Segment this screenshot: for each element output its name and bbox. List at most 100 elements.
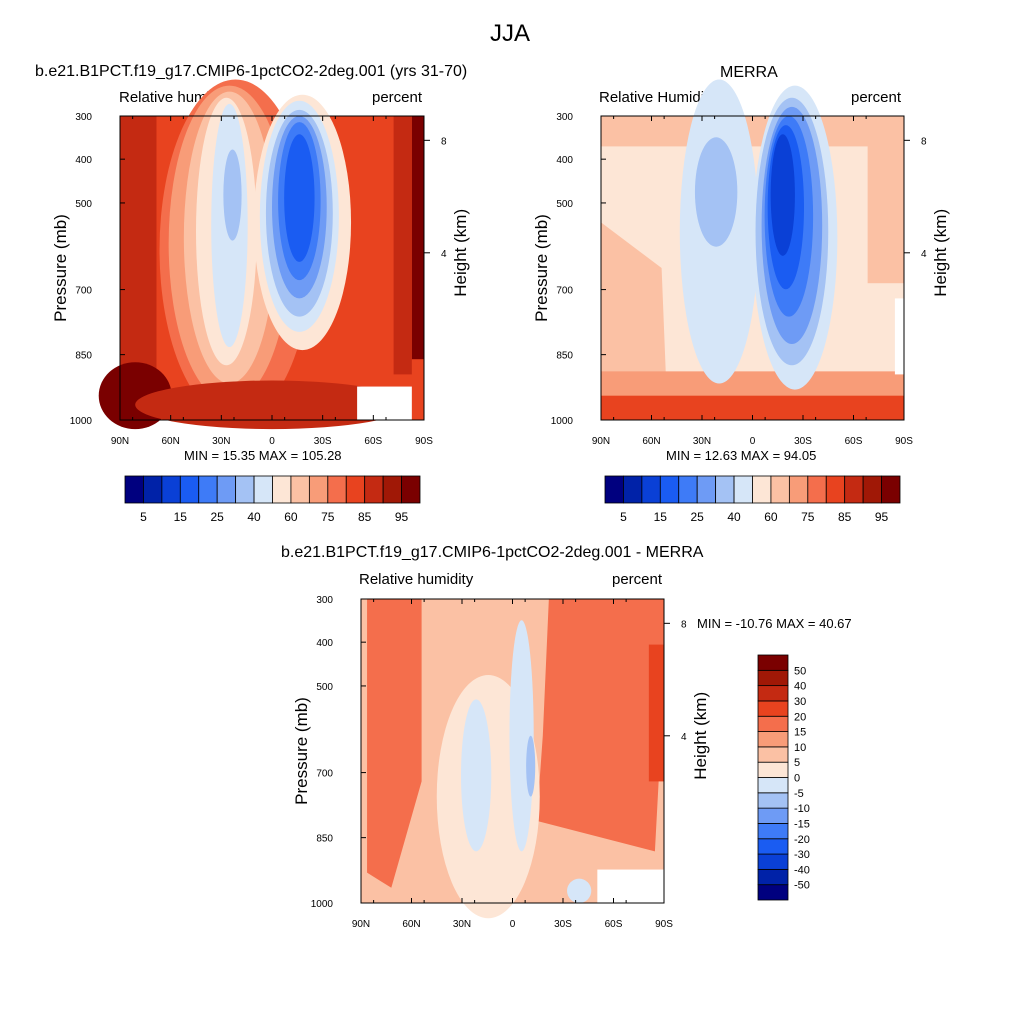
panel3-colorbar-swatch: [757, 761, 789, 778]
panel3-colorbar-swatch: [757, 838, 789, 855]
panel1-x-tick-label: 60N: [161, 436, 179, 447]
field-surface-band: [135, 380, 409, 430]
panel1-colorbar-label: 25: [211, 510, 225, 524]
panel1-colorbar-swatch: [272, 475, 292, 504]
panel3-y-axis-label: Pressure (mb): [292, 697, 311, 805]
panel3-colorbar-label: 5: [794, 757, 800, 769]
panel1-colorbar-swatch: [235, 475, 255, 504]
field-south-edge-max: [411, 116, 424, 360]
field-south-band: [393, 116, 412, 375]
panel2-contour-field: [601, 79, 904, 420]
panel3-x-tick-label: 90S: [655, 919, 673, 930]
field-tropic-negative-2: [509, 620, 534, 852]
panel3-height-tick-label: 4: [681, 732, 687, 743]
field-missing-terrain: [357, 386, 412, 420]
panel2-colorbar-swatch: [641, 475, 661, 504]
panel1-colorbar-swatch: [161, 475, 181, 504]
panel2-y-tick-label: 300: [556, 112, 573, 123]
panel3-colorbar-label: 30: [794, 696, 806, 708]
panel2-colorbar-label: 25: [691, 510, 705, 524]
panel1-colorbar-swatch: [382, 475, 402, 504]
panel1-colorbar-swatch: [198, 475, 218, 504]
panel3-y-tick-label: 700: [316, 769, 333, 780]
panel2-y-tick-label: 1000: [551, 416, 574, 427]
panel3-colorbar-label: -40: [794, 864, 810, 876]
panel2-colorbar-swatch: [770, 475, 790, 504]
panel3-colorbar-label: -50: [794, 880, 810, 892]
panel2-x-tick-label: 90N: [592, 436, 610, 447]
field-north-lower: [601, 222, 668, 420]
panel1-colorbar-label: 5: [140, 510, 147, 524]
panel3-y-tick-label: 850: [316, 834, 333, 845]
panel1-colorbar-swatch: [345, 475, 366, 504]
panel3-colorbar-swatch: [757, 746, 789, 763]
field-south-dry-core: [284, 134, 315, 262]
panel3-y-tick-label: 300: [316, 595, 333, 606]
panel2-colorbar-label: 85: [838, 510, 852, 524]
panel1-y-tick-label: 850: [75, 351, 92, 362]
field-south-edge-max: [648, 644, 664, 782]
panel1-y-tick-label: 300: [75, 112, 92, 123]
panel2-x-tick-label: 30S: [794, 436, 812, 447]
panel2-x-tick-label: 60N: [642, 436, 660, 447]
panel1-height-axis-label: Height (km): [451, 209, 470, 297]
field-top-band: [601, 116, 904, 147]
panel2-colorbar-label: 5: [620, 510, 627, 524]
panel1-colorbar-label: 40: [247, 510, 261, 524]
panel2-y-tick-label: 400: [556, 155, 573, 166]
panel1-colorbar-swatch: [290, 475, 310, 504]
panel3-colorbar-swatch: [757, 777, 789, 794]
panel3-right-label: percent: [612, 571, 663, 588]
panel1-x-tick-label: 90S: [415, 436, 433, 447]
panel2-colorbar-label: 60: [764, 510, 778, 524]
panel3-colorbar-swatch: [757, 700, 789, 717]
panel3-x-tick-label: 30N: [453, 919, 471, 930]
panel1-title: b.e21.B1PCT.f19_g17.CMIP6-1pctCO2-2deg.0…: [35, 63, 468, 80]
panel2-height-axis-label: Height (km): [931, 209, 950, 297]
panel1-colorbar-label: 15: [174, 510, 188, 524]
panel2-x-tick-label: 90S: [895, 436, 913, 447]
panel2-colorbar-swatch: [604, 475, 624, 504]
panel1-colorbar-swatch: [253, 475, 273, 504]
panel2-colorbar-swatch: [788, 475, 809, 504]
panel1-colorbar-label: 60: [284, 510, 298, 524]
panel2-colorbar-swatch: [881, 475, 901, 504]
panel3-contour-field: [361, 599, 664, 919]
panel1-contour-field: [98, 79, 424, 430]
panel2-y-tick-label: 700: [556, 286, 573, 297]
field-south-upper: [867, 116, 904, 284]
panel3-colorbar-swatch: [757, 823, 789, 840]
field-north-positive: [367, 599, 422, 888]
panel2-height-tick-label: 4: [921, 249, 927, 260]
panel2-title: MERRA: [720, 64, 778, 81]
panel2-y-axis-label: Pressure (mb): [532, 214, 551, 322]
panel1-colorbar-label: 85: [358, 510, 372, 524]
panel1-colorbar-swatch: [124, 475, 144, 504]
panel3-colorbar-label: -10: [794, 803, 810, 815]
panel2-colorbar-swatch: [844, 475, 864, 504]
panel2-colorbar-swatch: [678, 475, 698, 504]
panel1-x-tick-label: 90N: [111, 436, 129, 447]
panel3-colorbar-label: 20: [794, 711, 806, 723]
panel1-x-tick-label: 60S: [364, 436, 382, 447]
panel2-colorbar-label: 40: [727, 510, 741, 524]
field-missing-terrain: [597, 869, 664, 903]
panel2-colorbar-label: 75: [801, 510, 815, 524]
field-missing-terrain: [894, 298, 904, 375]
panel3-colorbar-label: 15: [794, 727, 806, 739]
panel2-y-tick-label: 850: [556, 351, 573, 362]
panel3-x-tick-label: 0: [510, 919, 516, 930]
field-south-dry-core: [770, 134, 795, 256]
panel2-colorbar-swatch: [623, 475, 643, 504]
panel3-colorbar-swatch: [757, 654, 789, 671]
panel1-colorbar-swatch: [143, 475, 163, 504]
panel2-colorbar-swatch: [825, 475, 846, 504]
panel2-y-tick-label: 500: [556, 199, 573, 210]
panel1-height-tick-label: 8: [441, 136, 447, 147]
figure-title: JJA: [490, 20, 531, 47]
panel1-x-tick-label: 30N: [212, 436, 230, 447]
panel3-colorbar-label: -30: [794, 849, 810, 861]
panel3-colorbar-label: -5: [794, 788, 804, 800]
panel2-colorbar-label: 95: [875, 510, 889, 524]
panel3-min-max: MIN = -10.76 MAX = 40.67: [697, 616, 852, 631]
